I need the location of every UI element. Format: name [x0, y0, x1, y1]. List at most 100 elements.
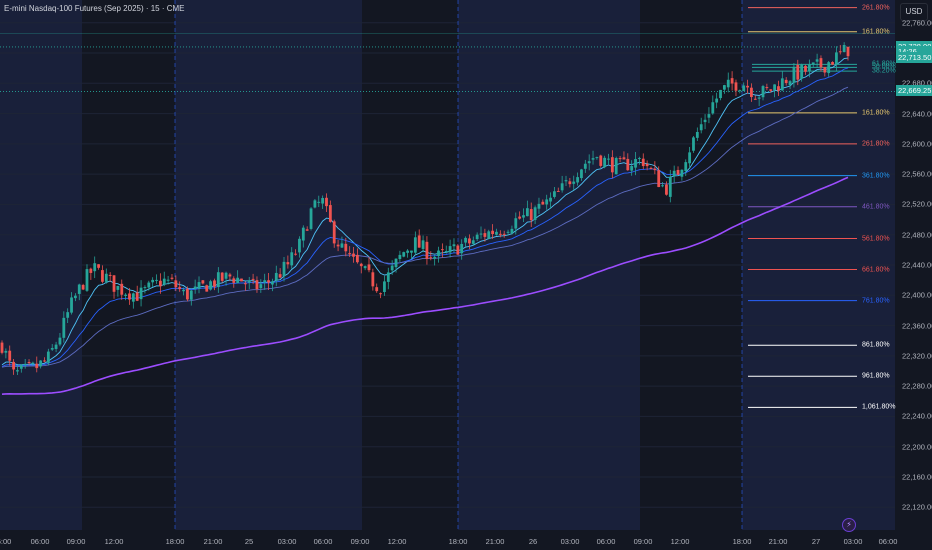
candle	[750, 87, 753, 98]
candle	[715, 98, 719, 103]
chart-title: E-mini Nasdaq-100 Futures (Sep 2025) · 1…	[4, 4, 185, 13]
candle	[54, 344, 58, 349]
y-tick-label: 22,560.00	[902, 169, 932, 179]
candle	[614, 157, 618, 175]
candle	[545, 199, 549, 205]
candle	[410, 250, 413, 253]
candle	[124, 294, 128, 296]
candle	[383, 281, 386, 292]
candle	[290, 252, 294, 266]
candle	[340, 243, 344, 248]
candle	[777, 86, 780, 91]
candle	[31, 362, 35, 364]
candle	[641, 158, 645, 167]
candle	[487, 231, 491, 239]
candle	[394, 258, 398, 268]
x-tick-label: 09:00	[633, 537, 653, 546]
candle	[236, 277, 240, 283]
candle	[282, 261, 286, 277]
candle	[483, 233, 487, 237]
candle	[348, 253, 352, 255]
candle	[298, 238, 301, 253]
candle	[135, 292, 139, 301]
candle	[846, 46, 850, 57]
candle	[479, 233, 483, 235]
candle	[139, 287, 143, 300]
candle	[228, 274, 232, 277]
candle	[89, 268, 93, 273]
candle	[580, 169, 583, 179]
candle	[695, 131, 699, 138]
candle	[468, 238, 471, 244]
candle	[43, 360, 46, 362]
fib-level-label: 861.80%	[862, 341, 890, 349]
candle	[630, 166, 634, 171]
candle	[363, 266, 367, 269]
candle	[421, 240, 425, 249]
candle	[267, 280, 270, 283]
candle	[572, 181, 576, 184]
candle	[301, 227, 305, 241]
candle	[12, 361, 15, 370]
candle	[811, 62, 815, 65]
candle	[259, 284, 263, 289]
fib-level-label: 561.80%	[862, 235, 890, 242]
currency-button[interactable]: USD	[900, 3, 928, 21]
candle	[313, 200, 317, 208]
candle	[425, 241, 429, 259]
candle	[491, 230, 495, 235]
candle	[386, 272, 390, 282]
candle	[672, 170, 676, 177]
candle	[398, 254, 402, 260]
candle	[734, 82, 738, 91]
candle	[213, 280, 216, 287]
candle	[73, 295, 77, 299]
candle	[495, 231, 498, 235]
candle	[271, 281, 274, 285]
candle	[429, 257, 433, 259]
candle	[390, 265, 394, 271]
y-tick-label: 22,440.00	[902, 260, 932, 270]
fib-level-label: 61.80%	[872, 60, 896, 68]
candle	[224, 272, 228, 279]
candle	[746, 85, 749, 88]
candle	[703, 119, 707, 123]
y-tick-label: 22,160.00	[902, 472, 932, 482]
candle	[417, 235, 421, 248]
candle	[309, 208, 313, 229]
candle	[626, 158, 630, 171]
candle	[800, 64, 804, 79]
y-tick-label: 22,760.00	[902, 18, 932, 28]
candle	[77, 284, 81, 294]
candle	[379, 293, 382, 295]
x-tick-label: 6:00	[0, 537, 12, 546]
lightning-icon[interactable]: ⚡	[842, 518, 856, 532]
candle	[216, 272, 220, 288]
candle	[591, 158, 595, 160]
y-tick-label: 22,400.00	[902, 290, 932, 300]
fib-level-label: 161.80%	[862, 109, 890, 117]
y-tick-label: 22,240.00	[902, 411, 932, 421]
fib-level-label: 161.80%	[862, 28, 890, 36]
candle	[174, 280, 178, 288]
candle	[97, 264, 100, 268]
time-axis	[0, 530, 932, 550]
candle	[197, 282, 201, 289]
candle	[761, 86, 765, 98]
candle	[595, 157, 599, 159]
x-tick-label: 21:00	[485, 537, 505, 546]
candle	[537, 203, 541, 209]
candle	[35, 363, 39, 369]
candle	[131, 293, 135, 302]
candle	[209, 281, 213, 290]
candle	[742, 85, 746, 91]
candle	[518, 216, 522, 219]
candle	[707, 114, 711, 118]
candle	[610, 157, 614, 173]
x-tick-label: 12:00	[104, 537, 124, 546]
candle	[81, 284, 85, 290]
x-tick-label: 21:00	[203, 537, 223, 546]
candle	[587, 161, 591, 164]
candle	[827, 62, 831, 74]
